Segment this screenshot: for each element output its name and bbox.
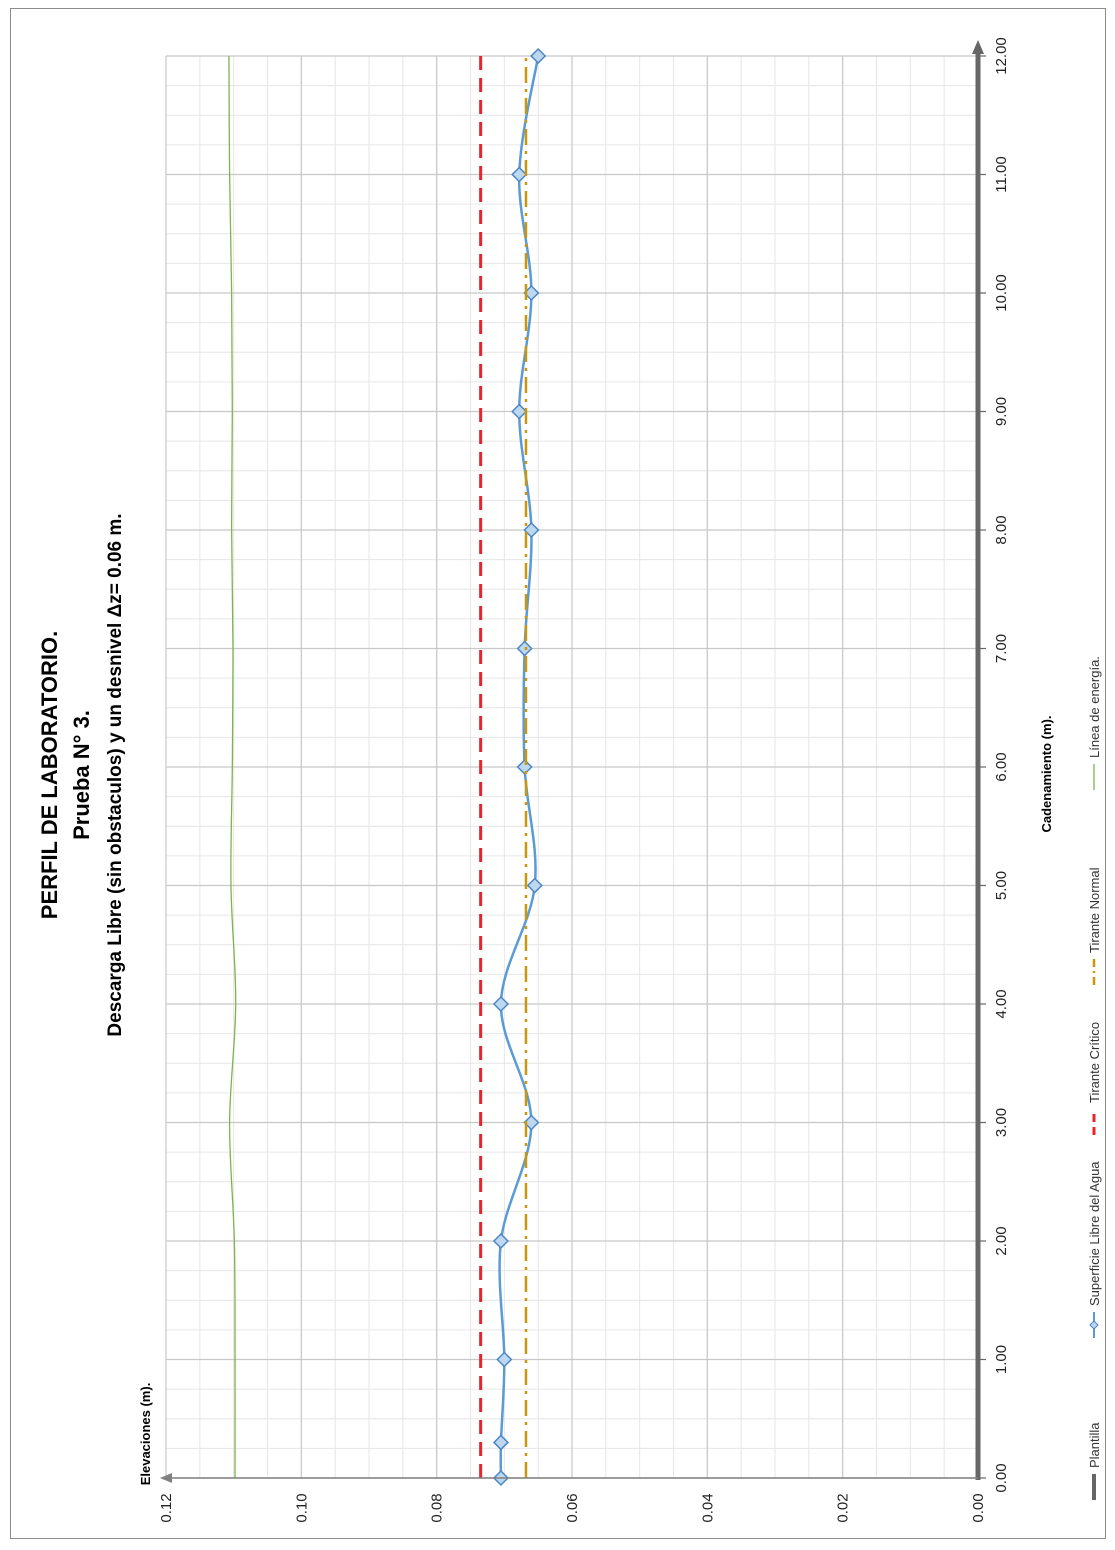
x-tick-label: 5.00 (993, 871, 1010, 900)
legend-label: Superficie Libre del Agua (1087, 1161, 1102, 1306)
x-axis-arrow (972, 40, 984, 54)
x-tick-label: 11.00 (993, 156, 1010, 192)
series-superficie-libre-del-agua (492, 47, 547, 1487)
ticks-layer: 0.00 0.02 0.04 0.06 0.08 0.10 0.12 0.00 1.00 2.00… (158, 37, 1010, 1522)
series-plantilla (972, 40, 984, 1480)
y-tick-label: 0.08 (429, 1493, 446, 1522)
x-tick-label: 0.00 (993, 1463, 1010, 1492)
x-tick-label: 7.00 (993, 634, 1010, 663)
water-surface-point (492, 995, 510, 1013)
x-tick-label: 12.00 (993, 37, 1010, 75)
y-tick-label: 0.02 (835, 1493, 852, 1522)
y-tick-label: 0.04 (699, 1493, 716, 1522)
x-tick-label: 4.00 (993, 989, 1010, 1018)
legend-item: Línea de energía. (1087, 656, 1102, 790)
legend-item: Superficie Libre del Agua (1087, 1161, 1102, 1338)
major-grid (165, 55, 979, 1479)
chart-subtitle-2: Descarga Libre (sin obstaculos) y un des… (105, 513, 126, 1036)
x-tick-label: 8.00 (993, 515, 1010, 544)
legend: Plantilla Superficie Libre del Agua Tirant… (1087, 656, 1102, 1500)
water-surface-point (530, 47, 547, 65)
water-surface-point (511, 403, 528, 420)
x-tick-label: 10.00 (993, 274, 1010, 312)
series-l-nea-de-energ-a- (228, 55, 237, 1479)
x-tick-label: 1.00 (993, 1345, 1010, 1374)
y-tick-label: 0.00 (970, 1493, 987, 1522)
legend-label: Tirante Normal (1087, 867, 1102, 953)
series-layer (228, 40, 984, 1487)
water-surface-point (511, 166, 528, 183)
chart-title: PERFIL DE LABORATORIO. (37, 631, 62, 919)
chart-subtitle-1: Prueba N° 3. (69, 710, 94, 840)
legend-label: Tirante Crítico (1087, 1022, 1102, 1103)
water-surface-point (523, 521, 540, 539)
water-surface-point (523, 1114, 540, 1131)
water-surface-line (498, 55, 540, 1479)
legend-label: Línea de energía. (1087, 656, 1102, 758)
y-tick-label: 0.12 (158, 1493, 175, 1522)
legend-item: Plantilla (1087, 1422, 1102, 1500)
chart-frame (10, 8, 1106, 1539)
legend-item: Tirante Crítico (1087, 1022, 1102, 1135)
legend-marker (1089, 1320, 1099, 1330)
legend-label: Plantilla (1087, 1422, 1102, 1468)
y-axis-arrow (160, 1473, 172, 1483)
energy-line (228, 55, 237, 1479)
water-surface-point (492, 1232, 510, 1250)
water-surface-point (526, 877, 543, 894)
axes-layer (160, 55, 986, 1483)
x-tick-label: 3.00 (993, 1108, 1010, 1137)
water-surface-point (516, 640, 533, 657)
water-surface-point (492, 1434, 510, 1451)
y-tick-label: 0.10 (293, 1493, 310, 1522)
x-tick-label: 2.00 (993, 1226, 1010, 1255)
y-axis-title: Elevaciones (m). (138, 1383, 153, 1486)
legend-item: Tirante Normal (1087, 867, 1102, 985)
y-tick-label: 0.06 (564, 1493, 581, 1522)
water-surface-point (496, 1351, 513, 1368)
water-surface-point (516, 758, 533, 776)
x-tick-label: 9.00 (993, 397, 1010, 426)
x-axis-title: Cadenamiento (m). (1039, 715, 1054, 832)
x-tick-label: 6.00 (993, 752, 1010, 781)
